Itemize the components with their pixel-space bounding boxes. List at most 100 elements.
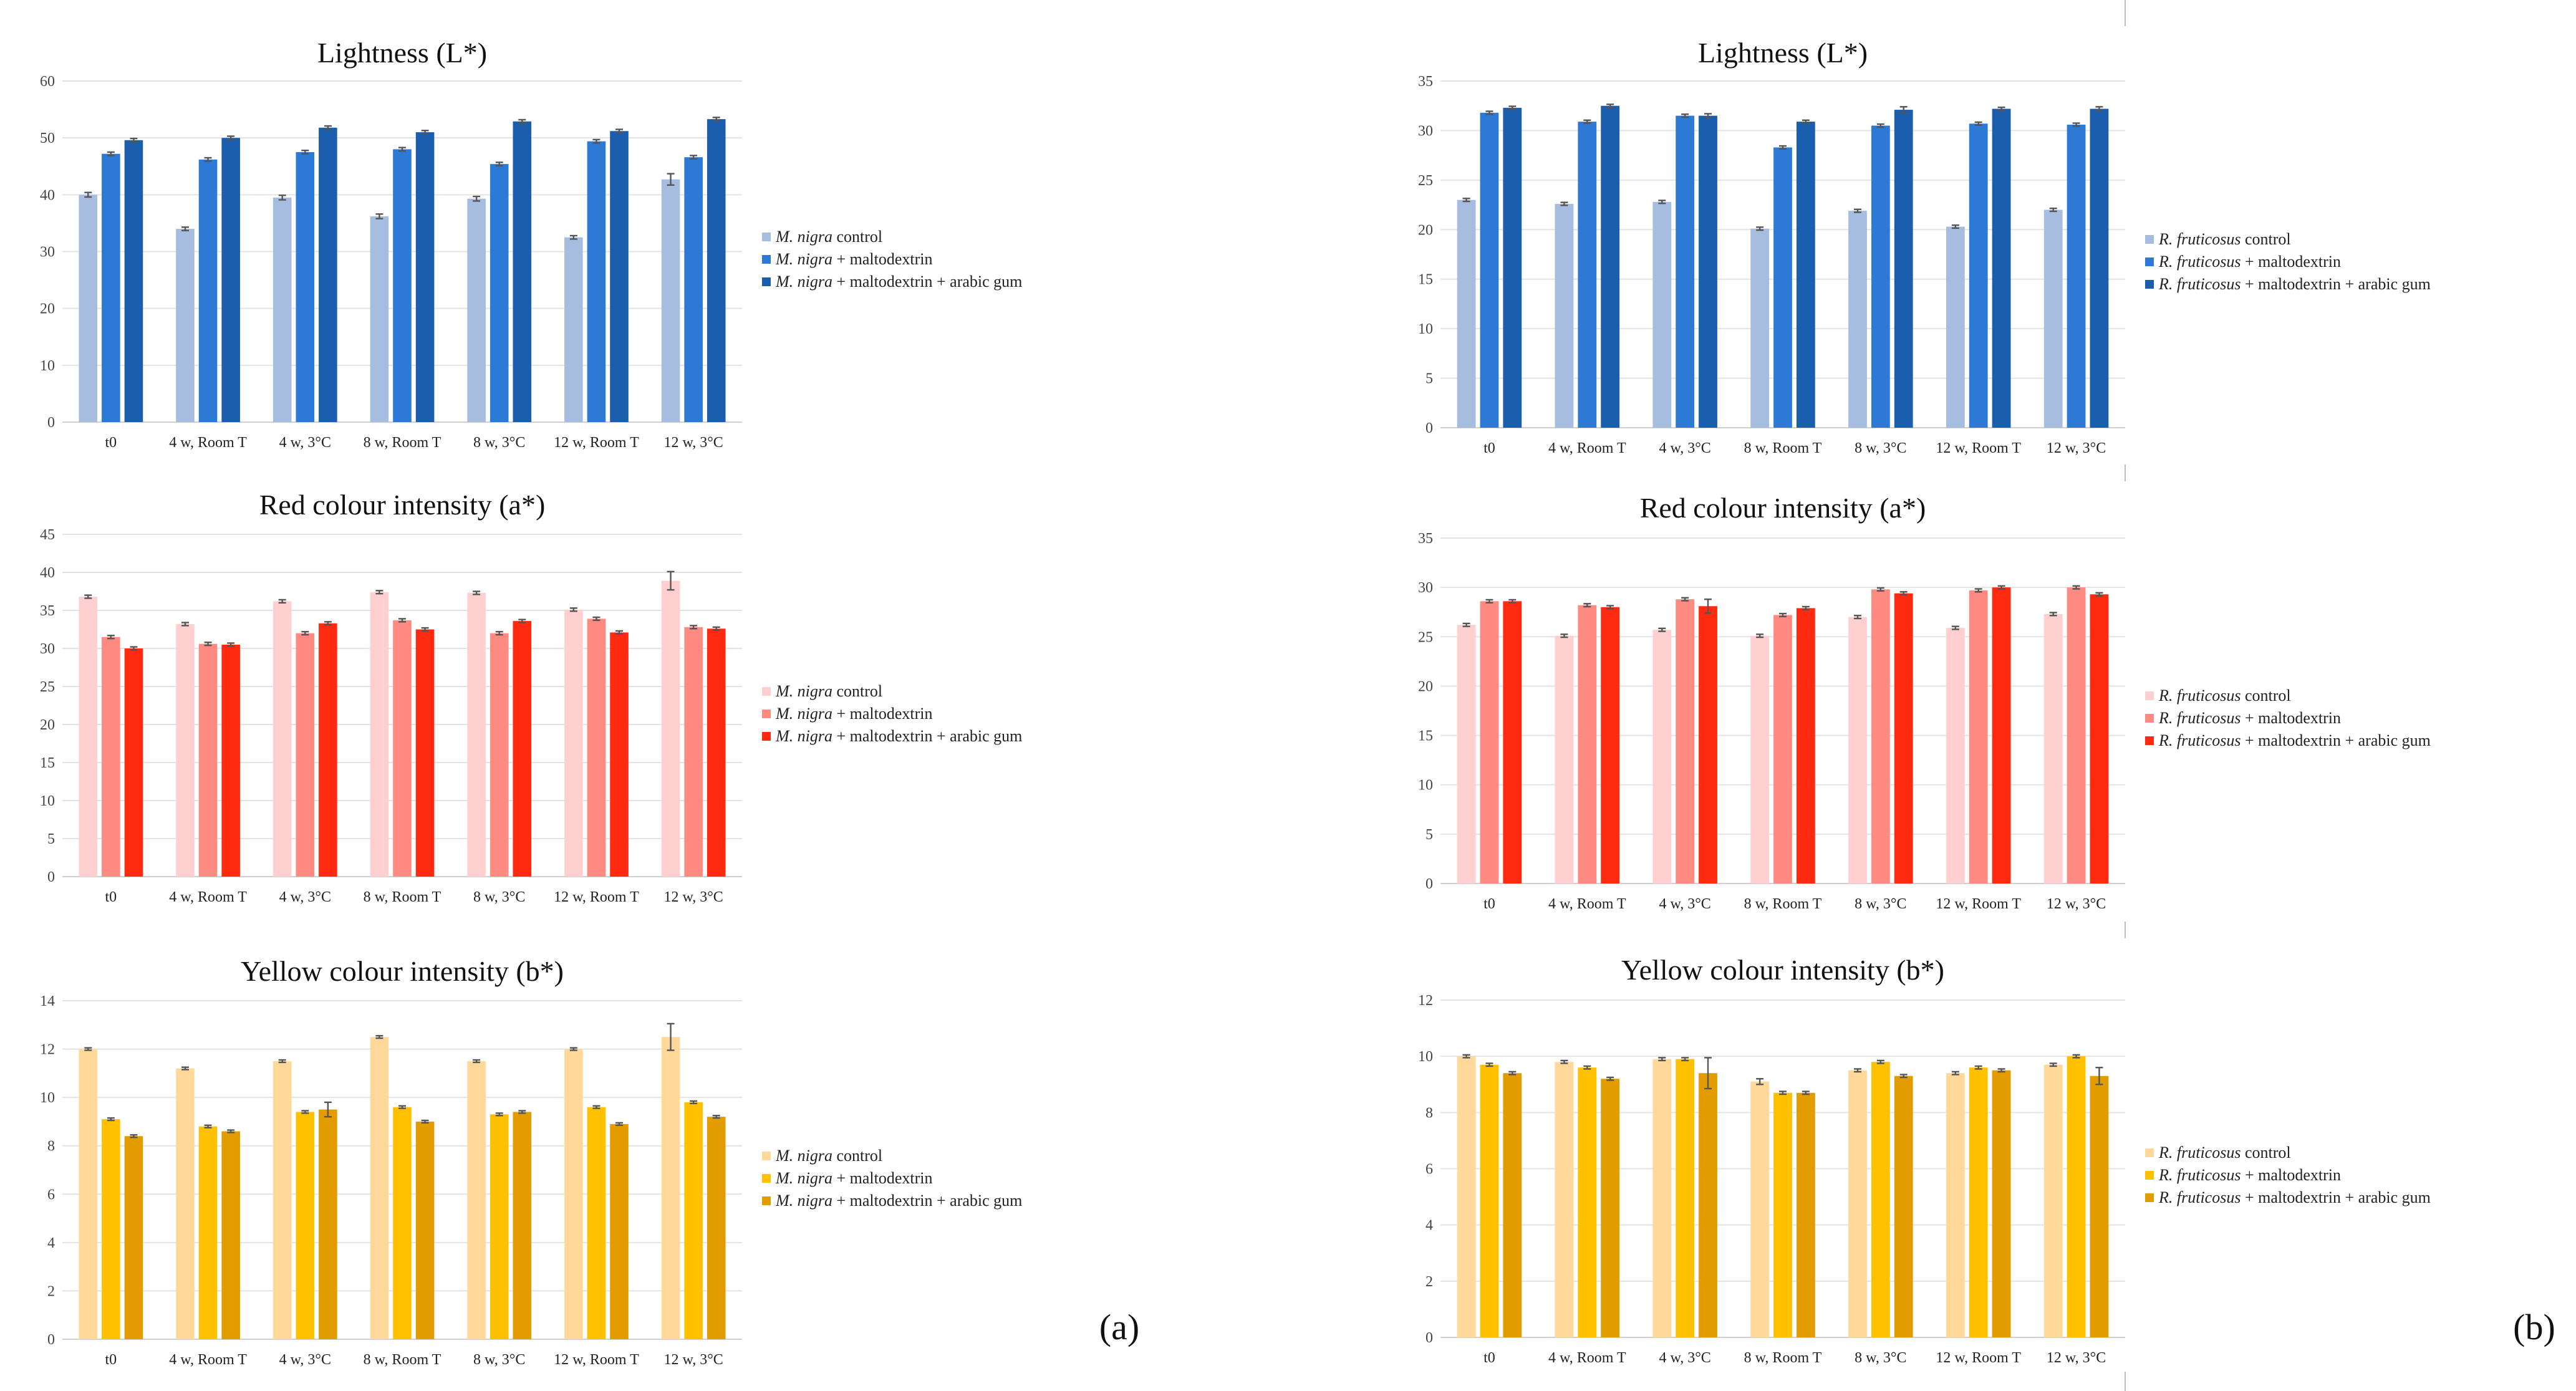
y-tick-label: 30 [1418,580,1433,596]
legend-entry: M. nigra + maltodextrin [775,250,933,268]
bar [1457,1056,1476,1337]
bar [1946,1073,1965,1337]
legend-swatch [762,277,771,286]
legend-swatch [2145,280,2154,289]
y-tick-label: 10 [1418,1049,1433,1065]
y-tick-label: 60 [40,74,55,90]
bar [467,198,486,422]
legend-species: M. nigra [775,228,832,246]
legend-species: R. fruticosus [2158,253,2241,271]
bar [79,1049,98,1339]
bar [1480,112,1499,428]
bar [1457,625,1476,883]
x-category-label: 12 w, 3°C [2047,896,2106,912]
legend-entry: M. nigra + maltodextrin + arabic gum [775,272,1022,291]
legend-species: R. fruticosus [2158,230,2241,248]
bar [661,179,680,422]
legend-entry: R. fruticosus + maltodextrin [2158,709,2341,727]
bar [370,216,389,422]
bar [2090,594,2109,883]
bar [707,1117,726,1339]
legend-entry: M. nigra + maltodextrin [775,705,933,723]
bar [1601,1079,1620,1337]
bar [1969,590,1988,883]
y-tick-label: 25 [40,679,55,695]
y-tick-label: 0 [1425,420,1433,436]
bar [1848,211,1867,428]
bar [1773,615,1792,883]
bar [661,580,680,877]
legend-species: M. nigra [775,1191,832,1210]
y-tick-label: 30 [40,244,55,261]
x-category-label: 12 w, 3°C [2047,1350,2106,1366]
y-tick-label: 2 [1425,1274,1433,1290]
legend-entry: R. fruticosus control [2158,230,2291,248]
legend-swatch [2145,1148,2154,1157]
legend-species: M. nigra [775,250,832,268]
x-category-label: 12 w, Room T [1936,896,2021,912]
legend: R. fruticosus control R. fruticosus + mal… [2145,1143,2431,1206]
bar [564,237,583,422]
legend-species: R. fruticosus [2158,709,2241,727]
x-category-label: t0 [105,889,117,905]
bar [1652,201,1672,428]
bar [1503,601,1522,883]
chart-title: Red colour intensity (a*) [1640,492,1926,524]
y-tick-label: 5 [1425,827,1433,843]
bar [1750,228,1770,428]
legend-swatch [2145,258,2154,266]
bar [1676,1059,1695,1337]
chart-a-lightness: Lightness (L*) 0 10 20 30 40 50 60 t0 4 w, Room T… [40,37,1022,451]
y-tick-label: 6 [47,1186,55,1203]
y-tick-label: 12 [40,1042,55,1058]
legend-treatment: + maltodextrin + arabic gum [2241,731,2430,749]
bar [1992,587,2011,883]
bar [467,1061,486,1339]
bar [564,609,583,877]
bar [198,1126,218,1339]
bar [1699,1073,1717,1337]
y-tick-label: 30 [1418,123,1433,139]
bar [1555,203,1574,428]
x-category-label: 12 w, Room T [554,435,639,451]
legend-species: R. fruticosus [2158,1188,2241,1206]
bar [490,1114,509,1339]
y-tick-label: 20 [1418,678,1433,695]
bar [1601,105,1620,428]
bar [1796,122,1815,428]
bar [2043,1064,2063,1337]
y-tick-label: 15 [1418,728,1433,744]
bar [415,629,435,877]
bar [415,1121,435,1339]
y-tick-label: 5 [47,831,55,847]
legend-entry: R. fruticosus control [2158,1143,2291,1162]
legend-entry: M. nigra + maltodextrin + arabic gum [775,1191,1022,1210]
legend-swatch [2145,1193,2154,1202]
bar [198,643,218,877]
bar [707,119,726,422]
bar [393,1107,412,1339]
x-category-label: 12 w, 3°C [663,1352,723,1368]
bar [1871,589,1890,883]
bar [1578,122,1597,428]
bar [1578,605,1597,883]
bar [1894,1076,1913,1337]
bar [319,1109,337,1339]
legend-entry: R. fruticosus + maltodextrin + arabic gu… [2158,1188,2431,1206]
bar [587,1107,606,1339]
legend-species: R. fruticosus [2158,1143,2241,1162]
bar [1894,110,1913,428]
x-category-label: 12 w, Room T [1936,1350,2021,1366]
bar [2090,1076,2109,1337]
bar [1992,108,2011,428]
x-category-label: 12 w, Room T [554,1352,639,1368]
y-tick-label: 2 [47,1283,55,1299]
legend-entry: M. nigra + maltodextrin + arabic gum [775,727,1022,745]
bar [2043,209,2063,428]
bar [1652,1059,1672,1337]
bar [79,195,98,422]
y-tick-label: 15 [1418,272,1433,288]
legend-species: M. nigra [775,705,832,723]
